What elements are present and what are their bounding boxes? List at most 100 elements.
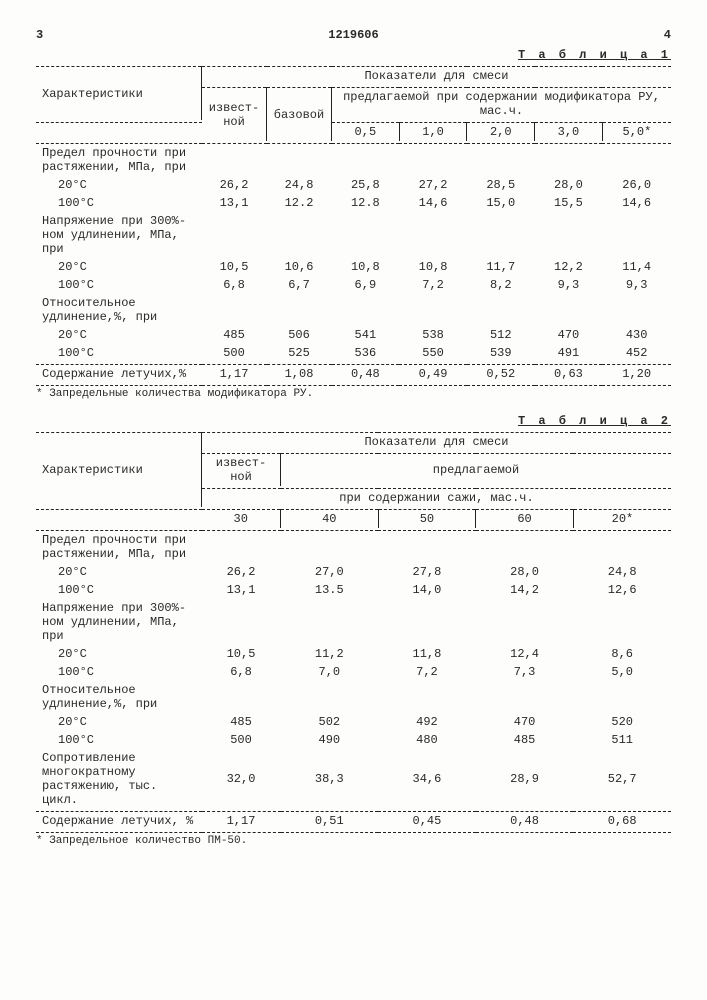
cell bbox=[467, 212, 535, 258]
cell: 0,51 bbox=[281, 812, 379, 831]
t1-sub-3: 3,0 bbox=[535, 123, 603, 142]
cell bbox=[267, 144, 332, 177]
cell bbox=[602, 144, 671, 177]
table-row: 20°C26,227,027,828,024,8 bbox=[36, 563, 671, 581]
cell: 38,3 bbox=[281, 749, 379, 809]
cell: 511 bbox=[573, 731, 671, 749]
cell: 539 bbox=[467, 344, 535, 362]
t1-sub-1: 1,0 bbox=[399, 123, 467, 142]
cell: 12,4 bbox=[476, 645, 574, 663]
cell bbox=[267, 294, 332, 326]
cell: 28,0 bbox=[535, 176, 603, 194]
cell: 470 bbox=[476, 713, 574, 731]
row-label: 20°C bbox=[36, 713, 202, 731]
cell: 27,2 bbox=[399, 176, 467, 194]
cell: 9,3 bbox=[535, 276, 603, 294]
cell: 8,6 bbox=[573, 645, 671, 663]
cell: 500 bbox=[202, 344, 267, 362]
row-label: 20°C bbox=[36, 563, 202, 581]
cell: 12.2 bbox=[267, 194, 332, 212]
t2-subhead: при содержании сажи, мас.ч. bbox=[202, 489, 672, 508]
cell: 0,48 bbox=[476, 812, 574, 831]
cell: 15,5 bbox=[535, 194, 603, 212]
cell bbox=[476, 599, 574, 645]
cell bbox=[535, 212, 603, 258]
cell bbox=[281, 531, 379, 564]
cell: 12,6 bbox=[573, 581, 671, 599]
table1: Характеристики Показатели для смеси изве… bbox=[36, 64, 671, 386]
cell: 14,6 bbox=[399, 194, 467, 212]
table-row: 20°C485506541538512470430 bbox=[36, 326, 671, 344]
cell bbox=[332, 294, 400, 326]
t2-c4: 20* bbox=[573, 510, 671, 529]
cell: 25,8 bbox=[332, 176, 400, 194]
cell: 10,5 bbox=[202, 258, 267, 276]
cell: 536 bbox=[332, 344, 400, 362]
cell: 27,8 bbox=[378, 563, 476, 581]
t1-sub-2: 2,0 bbox=[467, 123, 535, 142]
table-row: 20°C10,510,610,810,811,712,211,4 bbox=[36, 258, 671, 276]
table1-footnote: * Запредельные количества модификатора Р… bbox=[36, 388, 671, 400]
table-row: 20°C26,224,825,827,228,528,026,0 bbox=[36, 176, 671, 194]
cell bbox=[399, 144, 467, 177]
row-label: Сопротивление многократному растяжению, … bbox=[36, 749, 202, 809]
cell: 13.5 bbox=[281, 581, 379, 599]
cell: 14,6 bbox=[602, 194, 671, 212]
t1-sub-4: 5,0* bbox=[602, 123, 671, 142]
cell: 525 bbox=[267, 344, 332, 362]
cell: 0,68 bbox=[573, 812, 671, 831]
row-label: Предел прочности при растяжении, МПа, пр… bbox=[36, 144, 202, 177]
doc-number: 1219606 bbox=[328, 28, 378, 42]
table2-footnote: * Запредельное количество ПМ-50. bbox=[36, 835, 671, 847]
cell: 28,5 bbox=[467, 176, 535, 194]
cell bbox=[202, 681, 281, 713]
cell: 11,8 bbox=[378, 645, 476, 663]
cell: 1,17 bbox=[202, 365, 267, 384]
row-label: Предел прочности при растяжении, МПа, пр… bbox=[36, 531, 202, 564]
cell: 12,2 bbox=[535, 258, 603, 276]
cell bbox=[202, 599, 281, 645]
cell: 13,1 bbox=[202, 581, 281, 599]
cell bbox=[399, 294, 467, 326]
cell: 10,8 bbox=[332, 258, 400, 276]
cell bbox=[202, 144, 267, 177]
row-label: 20°C bbox=[36, 176, 202, 194]
cell: 7,3 bbox=[476, 663, 574, 681]
cell bbox=[467, 294, 535, 326]
t1-sub-0: 0,5 bbox=[332, 123, 400, 142]
table-row: 100°C6,87,07,27,35,0 bbox=[36, 663, 671, 681]
cell: 6,7 bbox=[267, 276, 332, 294]
cell bbox=[267, 212, 332, 258]
cell: 8,2 bbox=[467, 276, 535, 294]
cell bbox=[202, 212, 267, 258]
table-row: 100°C13,113.514,014,212,6 bbox=[36, 581, 671, 599]
table-row: Предел прочности при растяжении, МПа, пр… bbox=[36, 531, 671, 564]
cell bbox=[602, 294, 671, 326]
cell: 5,0 bbox=[573, 663, 671, 681]
cell: 485 bbox=[476, 731, 574, 749]
cell: 13,1 bbox=[202, 194, 267, 212]
cell: 0,52 bbox=[467, 365, 535, 384]
cell: 1,08 bbox=[267, 365, 332, 384]
cell: 520 bbox=[573, 713, 671, 731]
table-row: 100°C6,86,76,97,28,29,39,3 bbox=[36, 276, 671, 294]
table-row: 20°C485502492470520 bbox=[36, 713, 671, 731]
t2-c1: 40 bbox=[281, 510, 379, 529]
cell: 34,6 bbox=[378, 749, 476, 809]
cell: 15,0 bbox=[467, 194, 535, 212]
cell: 1,20 bbox=[602, 365, 671, 384]
page-right: 4 bbox=[664, 28, 671, 42]
row-label: Напряжение при 300%-ном удлинении, МПа, … bbox=[36, 212, 202, 258]
table-row: Относительное удлинение,%, при bbox=[36, 681, 671, 713]
cell: 26,0 bbox=[602, 176, 671, 194]
row-label: 100°C bbox=[36, 663, 202, 681]
cell bbox=[535, 144, 603, 177]
table-row: 100°C500490480485511 bbox=[36, 731, 671, 749]
cell: 0,48 bbox=[332, 365, 400, 384]
t1-head-char: Характеристики bbox=[36, 67, 202, 121]
cell bbox=[476, 681, 574, 713]
t2-c2: 50 bbox=[378, 510, 476, 529]
row-label: Содержание летучих,% bbox=[36, 365, 202, 384]
row-label: Относительное удлинение,%, при bbox=[36, 294, 202, 326]
cell: 10,5 bbox=[202, 645, 281, 663]
